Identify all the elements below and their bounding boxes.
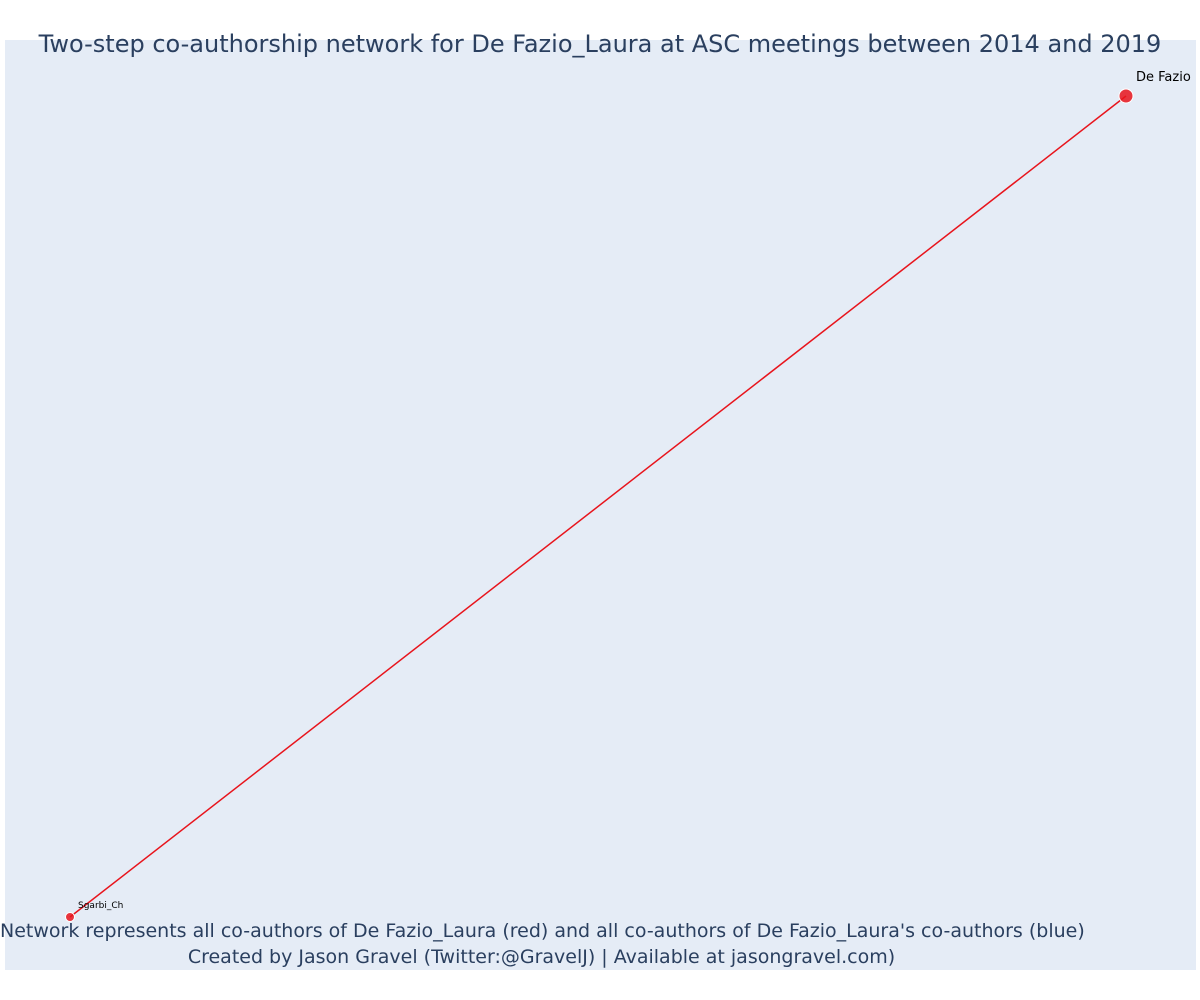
network-node-sgarbi[interactable] — [65, 912, 75, 922]
credit-line: Created by Jason Gravel (Twitter:@Gravel… — [187, 946, 896, 968]
chart-title: Two-step co-authorship network for De Fa… — [38, 30, 1162, 58]
node-layer — [65, 88, 1134, 922]
network-description: Network represents all co-authors of De … — [0, 920, 1085, 942]
node-label-focal: De Fazio — [1136, 70, 1191, 85]
network-node-focal[interactable] — [1118, 88, 1134, 104]
edge-layer — [69, 95, 1127, 918]
network-edge-focal-sgarbi — [69, 95, 1127, 918]
node-label-sgarbi: Sgarbi_Ch — [78, 901, 123, 911]
label-layer: De Fazio Sgarbi_Ch — [78, 70, 1191, 911]
